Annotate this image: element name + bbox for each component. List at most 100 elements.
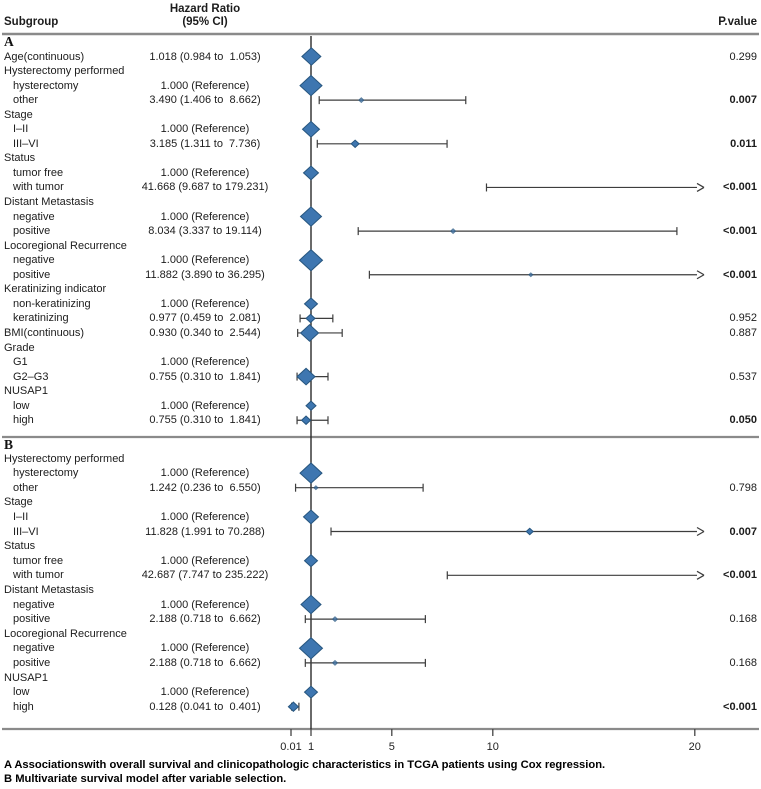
hr-ci-value: 3.490 (1.406 to 8.662) [149,94,261,107]
row-label: Age(continuous) [4,50,85,63]
axis-tick-label: 10 [486,741,499,753]
ci-arrowhead [696,270,705,276]
ci-arrowhead [696,574,705,580]
hr-ci-value: 0.128 (0.041 to 0.401) [149,700,261,713]
row-label: negative [13,254,55,267]
hr-diamond [331,659,339,666]
row-label: Hysterectomy performed [4,452,125,465]
p-value: 0.299 [729,50,757,63]
hr-diamond [528,272,534,278]
hr-ci-value: 1.000 (Reference) [160,123,250,136]
hr-diamond [301,47,322,66]
ci-arrowhead [696,186,705,192]
row-label: negative [13,598,55,611]
row-label: with tumor [13,181,64,194]
hr-ci-value: 11.828 (1.991 to 70.288) [145,525,265,538]
row-label: NUSAP1 [4,671,49,684]
hr-ci-value: 1.000 (Reference) [160,356,250,369]
row-label: Keratinizing indicator [4,283,107,296]
row-label: positive [13,613,51,626]
hr-diamond [350,139,360,149]
column-header-subgroup: Subgroup [4,16,59,28]
row-label: positive [13,225,51,238]
axis-tick-label: 0.01 [280,741,302,753]
hr-ci-value: 1.000 (Reference) [160,79,250,92]
row-label: keratinizing [13,312,69,325]
row-label: non-keratinizing [13,297,91,310]
section-label-b: B [4,436,14,452]
row-label: Hysterectomy performed [4,65,125,78]
caption-b: B Multivariate survival model after vari… [4,773,287,785]
row-label: positive [13,268,51,281]
ci-arrowhead [696,526,705,533]
hr-ci-value: 11.882 (3.890 to 36.295) [145,268,265,281]
row-label: Distant Metastasis [4,196,94,208]
hr-diamond [302,509,320,525]
hr-diamond [299,462,323,484]
hr-diamond [287,701,300,712]
hr-ci-value: 1.000 (Reference) [160,297,250,310]
p-value: 0.537 [729,370,757,383]
hr-diamond [299,74,323,97]
ci-arrowhead [696,570,705,576]
hr-ci-value: 0.977 (0.459 to 2.081) [149,312,261,325]
hr-diamond [305,400,317,411]
hr-ci-value: 41.668 (9.687 to 179.231) [141,181,269,194]
hr-ci-value: 1.000 (Reference) [160,166,250,179]
ci-arrowhead [696,182,705,188]
hr-ci-value: 0.755 (0.310 to 1.841) [149,370,261,383]
row-label: Locoregional Recurrence [4,627,127,640]
section-label-a: A [4,34,14,49]
p-value: 0.887 [729,326,757,339]
row-label: Stage [4,496,33,509]
row-label: NUSAP1 [4,385,49,398]
hr-diamond [449,228,457,235]
hr-diamond [299,323,320,342]
row-label: positive [13,656,51,669]
p-value: <0.001 [723,225,757,238]
hr-diamond [331,616,339,623]
hr-diamond [313,485,319,491]
hr-diamond [525,527,534,536]
row-label: low [13,399,30,412]
hr-ci-value: 2.188 (0.718 to 6.662) [149,656,261,669]
hr-ci-value: 1.000 (Reference) [160,399,250,412]
hr-ci-value: 1.018 (0.984 to 1.053) [149,50,261,63]
hr-ci-value: 1.242 (0.236 to 6.550) [149,481,261,494]
hr-diamond [302,165,320,181]
hr-diamond [358,97,365,104]
row-label: Grade [4,341,35,354]
axis-tick-label: 20 [688,741,701,753]
hr-diamond [300,415,312,426]
row-label: high [13,414,34,427]
row-label: I–II [13,510,29,523]
hr-diamond [300,594,322,615]
p-value: <0.001 [723,569,757,582]
row-label: III–VI [13,525,39,538]
row-label: tumor free [13,554,64,567]
hr-ci-value: 1.000 (Reference) [160,686,250,699]
hr-ci-value: 1.000 (Reference) [160,510,250,523]
p-value: <0.001 [723,700,757,713]
row-label: hysterectomy [13,79,79,92]
row-label: Distant Metastasis [4,583,94,596]
hr-ci-value: 42.687 (7.747 to 235.222) [141,569,269,582]
hr-ci-value: 1.000 (Reference) [160,642,250,655]
p-value: 0.168 [729,656,757,669]
hr-ci-value: 0.755 (0.310 to 1.841) [149,414,261,427]
hr-diamond [301,120,321,138]
ci-arrowhead [696,530,705,537]
hr-ci-value: 2.188 (0.718 to 6.662) [149,613,261,626]
row-label: hysterectomy [13,467,79,480]
hr-ci-value: 8.034 (3.337 to 19.114) [148,225,262,238]
column-header-ci: (95% CI) [182,16,228,28]
axis-tick-label: 1 [307,741,315,753]
hr-ci-value: 1.000 (Reference) [160,467,250,480]
row-label: III–VI [13,137,39,150]
hr-diamond [296,367,316,386]
row-label: other [13,94,39,107]
p-value: 0.007 [729,525,757,538]
p-value: 0.011 [730,137,757,150]
row-label: G1 [13,356,28,369]
